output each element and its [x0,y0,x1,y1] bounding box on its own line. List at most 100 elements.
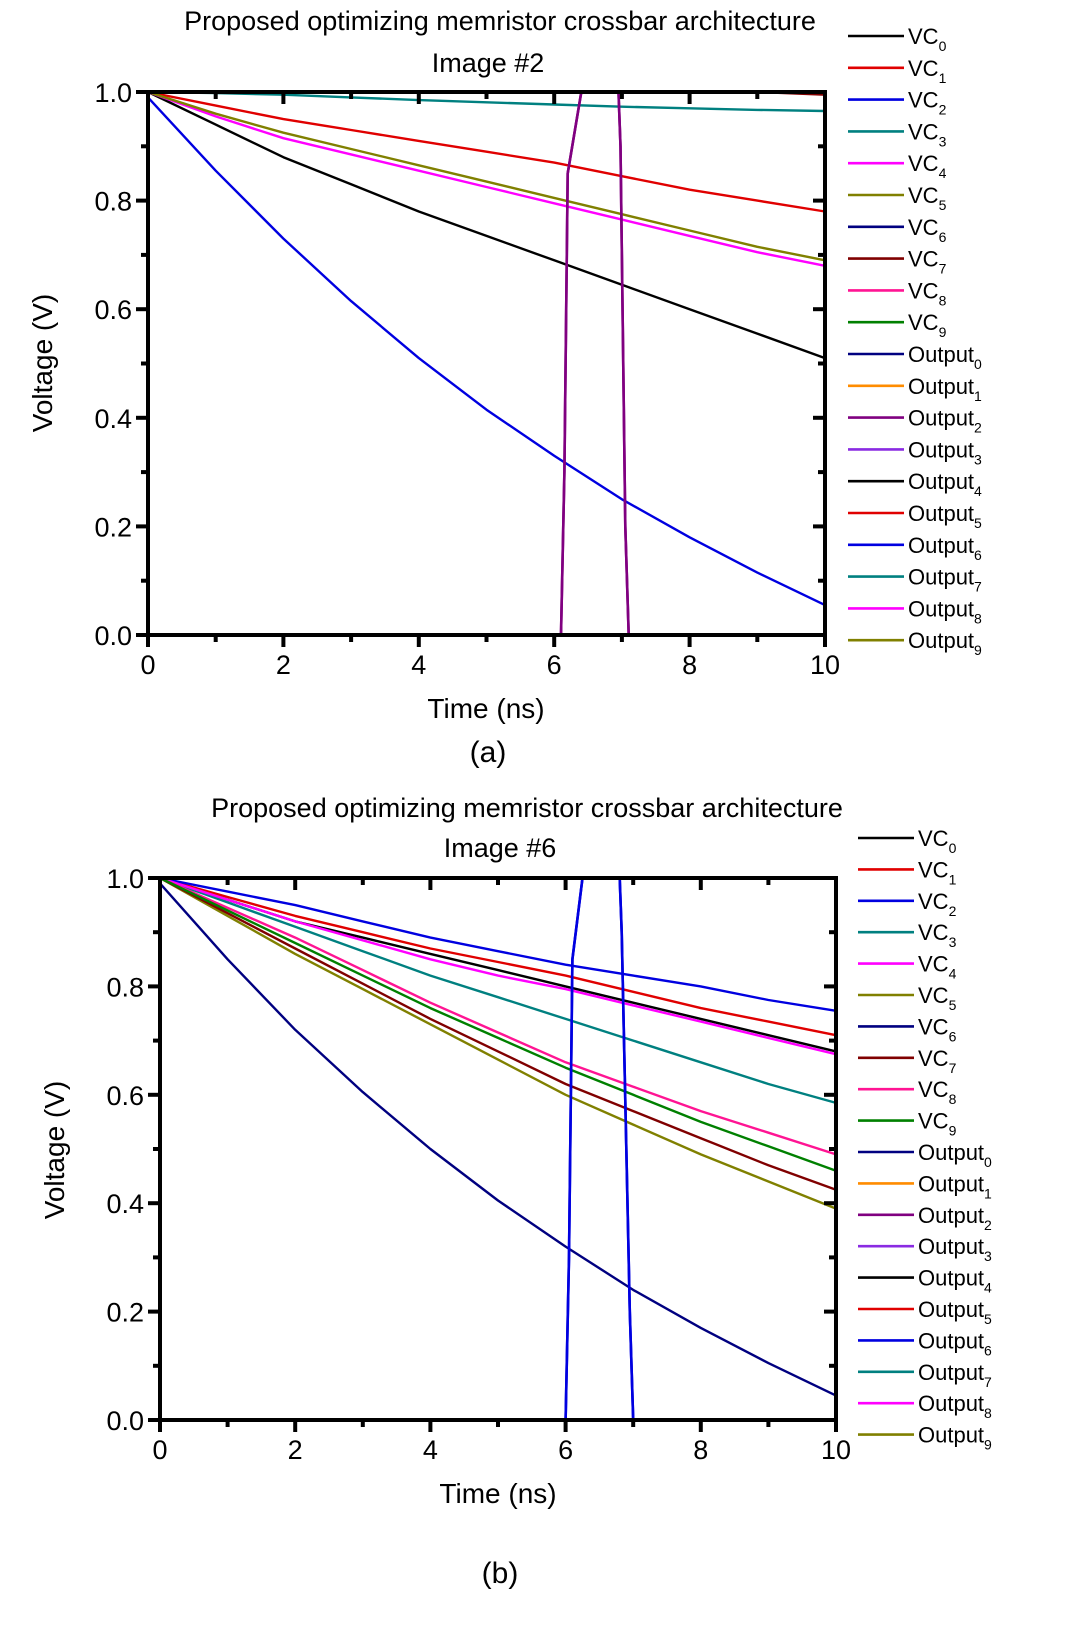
legend: VC0VC1VC2VC3VC4VC5VC6VC7VC8VC9Output0Out… [858,826,992,1453]
legend-label: VC1 [908,56,947,86]
legend-item: Output3 [858,1234,992,1264]
legend-item: VC3 [858,920,957,950]
x-tick-label: 6 [558,1435,573,1465]
legend-label: Output3 [908,437,982,467]
x-tick-label: 10 [810,650,840,680]
legend-subscript: 1 [949,871,957,887]
legend-subscript: 1 [939,70,947,86]
y-tick-label: 0.6 [94,295,132,325]
y-tick-label: 1.0 [106,864,144,894]
legend-item: Output9 [848,628,982,658]
legend-item: VC7 [848,247,947,277]
legend-label: Output8 [908,596,982,626]
legend-label: Output7 [908,565,982,595]
legend-item: Output1 [848,374,982,404]
series-line-vc-3 [159,876,837,1105]
series-line-vc-8 [159,876,837,1156]
legend: VC0VC1VC2VC3VC4VC5VC6VC7VC8VC9Output0Out… [848,24,982,658]
legend-item: Output5 [848,501,982,531]
legend-item: Output2 [858,1203,992,1233]
chart-panel-b: Proposed optimizing memristor crossbar a… [39,793,992,1590]
legend-subscript: 9 [949,1123,957,1139]
legend-item: Output1 [858,1171,992,1201]
chart-subtitle: Image #2 [432,48,545,78]
legend-label: VC1 [918,857,957,887]
legend-label: VC3 [908,119,947,149]
plot-area: 0 2 4 6 8 10 0.0 0.2 0.4 0.6 0.8 1.0 [106,864,851,1465]
series-line-vc-1 [147,90,826,213]
legend-subscript: 0 [984,1154,992,1170]
legend-item: Output5 [858,1297,992,1327]
legend-item: Output8 [858,1391,992,1421]
legend-item: Output2 [848,406,982,436]
legend-item: Output4 [858,1266,992,1296]
legend-item: VC4 [848,151,947,181]
legend-item: Output3 [848,437,982,467]
legend-label: VC8 [918,1077,957,1107]
legend-subscript: 4 [974,483,982,499]
legend-label: VC6 [908,215,947,245]
legend-item: VC5 [848,183,947,213]
legend-item: Output9 [858,1423,992,1453]
legend-label: Output9 [908,628,982,658]
x-tick-label: 2 [288,1435,303,1465]
legend-item: VC3 [848,119,947,149]
legend-item: VC0 [858,826,957,856]
legend-label: Output3 [918,1234,992,1264]
legend-label: VC4 [918,952,957,982]
legend-label: Output4 [918,1266,992,1296]
legend-subscript: 5 [984,1311,992,1327]
legend-item: Output7 [848,565,982,595]
legend-label: Output4 [908,469,982,499]
legend-item: Output7 [858,1360,992,1390]
legend-item: VC1 [848,56,947,86]
pulse-line-output-6 [564,876,635,1421]
legend-subscript: 7 [984,1374,992,1390]
axes-frame [158,876,838,1422]
x-tick-label: 8 [682,650,697,680]
legend-item: Output6 [848,533,982,563]
x-tick-label: 6 [547,650,562,680]
legend-item: VC9 [848,310,947,340]
legend-subscript: 5 [949,997,957,1013]
legend-subscript: 1 [974,388,982,404]
legend-item: VC6 [858,1014,957,1044]
y-tick-label: 0.8 [94,187,132,217]
legend-item: VC9 [858,1109,957,1139]
legend-item: Output0 [848,342,982,372]
chart-subtitle: Image #6 [444,833,557,863]
x-tick-label: 10 [821,1435,851,1465]
series-line-vc-9 [159,876,837,1172]
legend-subscript: 3 [974,451,982,467]
axes-frame [146,90,827,637]
y-tick-label: 0.8 [106,972,144,1002]
legend-label: Output0 [908,342,982,372]
series-line-vc-0 [159,876,837,1053]
x-tick-label: 4 [411,650,426,680]
series-line-vc-3 [147,90,826,113]
legend-subscript: 7 [974,579,982,595]
x-tick-label: 0 [140,650,155,680]
y-tick-label: 0.6 [106,1081,144,1111]
legend-subscript: 0 [939,38,947,54]
legend-subscript: 0 [949,840,957,856]
legend-subscript: 0 [974,356,982,372]
legend-item: VC4 [858,952,957,982]
legend-label: Output1 [918,1171,992,1201]
y-tick-label: 0.0 [94,621,132,651]
chart-panel-a: Proposed optimizing memristor crossbar a… [27,6,982,769]
plot-area: 0 2 4 6 8 10 0.0 0.2 0.4 0.6 0.8 1.0 [94,78,840,680]
legend-subscript: 4 [949,966,957,982]
legend-subscript: 5 [939,197,947,213]
legend-label: VC0 [918,826,957,856]
series-line-vc-2 [159,876,837,1012]
legend-label: Output9 [918,1423,992,1453]
x-tick-label: 0 [152,1435,167,1465]
legend-label: Output1 [908,374,982,404]
legend-label: Output2 [908,406,982,436]
legend-subscript: 9 [939,324,947,340]
legend-label: VC7 [908,247,947,277]
legend-subscript: 9 [984,1437,992,1453]
legend-subscript: 8 [984,1405,992,1421]
